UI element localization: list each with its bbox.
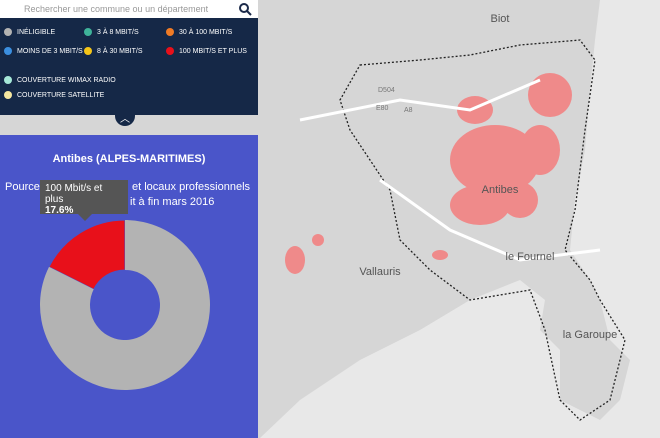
coverage-icon	[4, 76, 12, 84]
coverage-label: COUVERTURE WIMAX RADIO	[17, 76, 116, 84]
tooltip-name: 100 Mbit/s et plus	[45, 183, 103, 205]
roads	[299, 78, 601, 262]
place-label: Biot	[491, 13, 510, 25]
legend-swatch	[166, 47, 174, 55]
legend-swatch	[166, 28, 174, 36]
search-bar[interactable]: Rechercher une commune ou un département	[0, 0, 258, 18]
legend-item: 8 À 30 MBIT/S	[84, 47, 143, 55]
coverage-label: COUVERTURE SATELLITE	[17, 91, 105, 99]
coverage-icon	[4, 91, 12, 99]
search-placeholder: Rechercher une commune ou un département	[24, 4, 209, 14]
legend-label: 30 À 100 MBIT/S	[179, 28, 233, 36]
subtitle: it à fin mars 2016	[130, 196, 215, 208]
road-label: E80	[376, 105, 389, 112]
legend-item: INÉLIGIBLE	[4, 28, 55, 36]
legend-item: 100 MBIT/S ET PLUS	[166, 47, 247, 55]
legend-item: 3 À 8 MBIT/S	[84, 28, 139, 36]
legend-swatch	[84, 47, 92, 55]
legend-panel: INÉLIGIBLE 3 À 8 MBIT/S 30 À 100 MBIT/S MOI…	[0, 18, 258, 115]
coverage-blobs	[285, 73, 572, 274]
road-label: A8	[404, 107, 413, 114]
tooltip: 100 Mbit/s et plus 17.6%	[40, 180, 128, 221]
sea	[570, 0, 660, 438]
subtitle: et locaux professionnels	[132, 181, 251, 193]
legend-label: 8 À 30 MBIT/S	[97, 47, 143, 55]
stats-panel: Antibes (ALPES-MARITIMES) Pourcen et loc…	[0, 135, 258, 438]
legend-swatch	[4, 28, 12, 36]
subtitle: Pourcen	[5, 181, 46, 193]
coverage-item: COUVERTURE WIMAX RADIO	[4, 76, 116, 84]
legend-label: MOINS DE 3 MBIT/S	[17, 47, 83, 55]
place-label: Antibes	[482, 184, 519, 196]
legend-item: 30 À 100 MBIT/S	[166, 28, 232, 36]
donut-slice	[48, 219, 126, 290]
legend-swatch	[84, 28, 92, 36]
tooltip-arrow	[78, 214, 92, 221]
legend-label: INÉLIGIBLE	[17, 28, 56, 36]
place-label: Vallauris	[359, 266, 401, 278]
panel-title: Antibes (ALPES-MARITIMES)	[52, 153, 206, 165]
tooltip-value: 17.6%	[45, 205, 74, 216]
coverage-item: COUVERTURE SATELLITE	[4, 91, 104, 99]
donut-chart	[40, 219, 211, 390]
place-label: la Garoupe	[563, 329, 617, 341]
place-label: le Fournel	[506, 251, 555, 263]
legend-item: MOINS DE 3 MBIT/S	[4, 47, 83, 55]
sea	[260, 280, 630, 438]
road-label: D504	[378, 87, 395, 94]
search-icon[interactable]	[238, 2, 252, 16]
legend-swatch	[4, 47, 12, 55]
collapse-button[interactable]: ︿	[115, 110, 135, 126]
legend-label: 3 À 8 MBIT/S	[97, 28, 139, 36]
legend-label: 100 MBIT/S ET PLUS	[179, 47, 247, 55]
donut-slice	[40, 220, 211, 390]
